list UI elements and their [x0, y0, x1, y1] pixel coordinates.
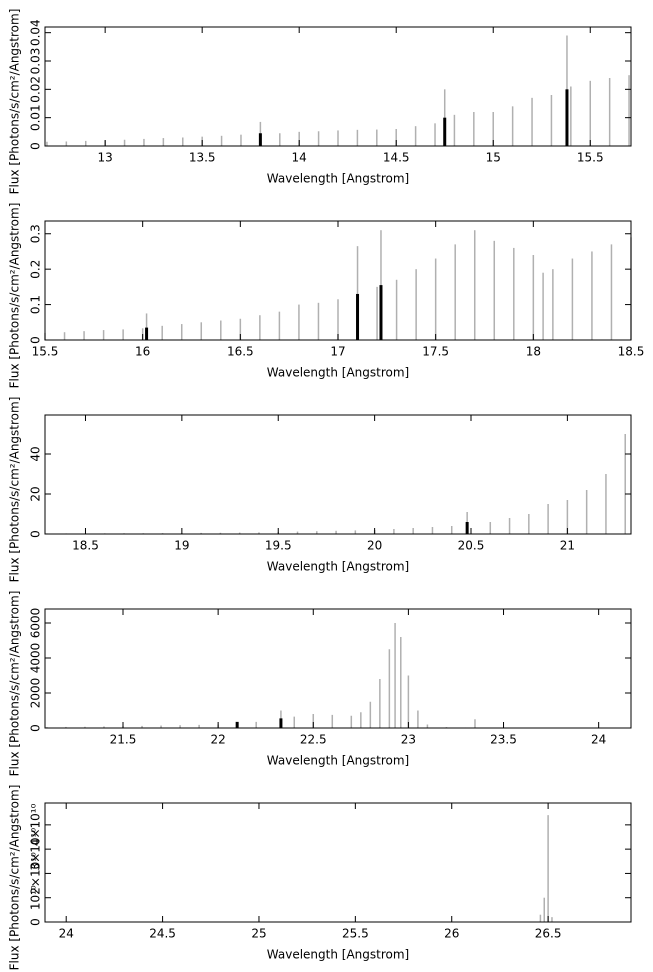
x-axis-label: Wavelength [Angstrom]	[267, 948, 409, 962]
x-tick-label: 20.5	[458, 539, 485, 553]
x-tick-label: 18.5	[618, 345, 645, 359]
y-tick-label: 2000	[29, 678, 43, 709]
y-tick-label: 2×10¹⁰	[29, 852, 43, 895]
x-tick-label: 26	[444, 927, 459, 941]
y-axis-label: Flux [Photons/s/cm²/Angstrom]	[8, 591, 22, 777]
x-axis-label: Wavelength [Angstrom]	[267, 754, 409, 768]
x-tick-label: 21.5	[110, 733, 137, 747]
y-tick-label: 0.01	[29, 104, 43, 131]
x-tick-label: 25	[251, 927, 266, 941]
y-axis-label: Flux [Photons/s/cm²/Angstrom]	[8, 785, 22, 971]
y-tick-label: 10¹⁰	[29, 885, 43, 910]
y-tick-label: 20	[29, 486, 43, 501]
plot-frame	[44, 26, 632, 147]
x-tick-label: 22	[210, 733, 225, 747]
x-tick-label: 25.5	[342, 927, 369, 941]
y-tick-label: 0.02	[29, 76, 43, 103]
y-tick-label: 0.2	[29, 260, 43, 279]
x-tick-label: 15.5	[577, 151, 604, 165]
y-tick-label: 0	[29, 530, 43, 538]
x-axis-label: Wavelength [Angstrom]	[267, 172, 409, 186]
x-tick-label: 16	[135, 345, 150, 359]
x-tick-label: 13.5	[189, 151, 216, 165]
y-tick-label: 3×10¹⁰	[29, 828, 43, 871]
y-axis-label: Flux [Photons/s/cm²/Angstrom]	[8, 397, 22, 583]
y-tick-label: 40	[29, 446, 43, 461]
x-tick-label: 15	[486, 151, 501, 165]
x-tick-label: 24.5	[149, 927, 176, 941]
x-tick-label: 19.5	[265, 539, 292, 553]
y-tick-label: 0.3	[29, 224, 43, 243]
x-tick-label: 17	[330, 345, 345, 359]
y-tick-label: 0	[29, 918, 43, 926]
y-axis-label: Flux [Photons/s/cm²/Angstrom]	[8, 9, 22, 195]
y-tick-label: 0	[29, 724, 43, 732]
x-tick-label: 18	[526, 345, 541, 359]
x-tick-label: 23	[401, 733, 416, 747]
plot-frame	[44, 414, 632, 535]
y-tick-label: 4000	[29, 643, 43, 674]
y-axis-label: Flux [Photons/s/cm²/Angstrom]	[8, 203, 22, 389]
x-tick-label: 24	[59, 927, 74, 941]
y-tick-label: 0.1	[29, 295, 43, 314]
x-tick-label: 14	[292, 151, 307, 165]
x-tick-label: 18.5	[72, 539, 99, 553]
x-tick-label: 26.5	[535, 927, 562, 941]
x-tick-label: 20	[367, 539, 382, 553]
x-tick-label: 22.5	[300, 733, 327, 747]
y-tick-label: 0.03	[29, 48, 43, 75]
x-tick-label: 21	[560, 539, 575, 553]
y-tick-label: 4×10¹⁰	[29, 803, 43, 846]
x-tick-label: 14.5	[383, 151, 410, 165]
plot-frame	[44, 608, 632, 729]
y-tick-label: 0	[29, 336, 43, 344]
x-tick-label: 15.5	[32, 345, 59, 359]
x-tick-label: 24	[591, 733, 606, 747]
x-tick-label: 13	[98, 151, 113, 165]
x-axis-label: Wavelength [Angstrom]	[267, 366, 409, 380]
x-tick-label: 17.5	[422, 345, 449, 359]
x-tick-label: 23.5	[490, 733, 517, 747]
x-tick-label: 19	[174, 539, 189, 553]
y-tick-label: 6000	[29, 608, 43, 639]
y-tick-label: 0	[29, 142, 43, 150]
y-tick-label: 0.04	[29, 19, 43, 46]
x-axis-label: Wavelength [Angstrom]	[267, 560, 409, 574]
plot-frame	[44, 802, 632, 923]
x-tick-label: 16.5	[227, 345, 254, 359]
